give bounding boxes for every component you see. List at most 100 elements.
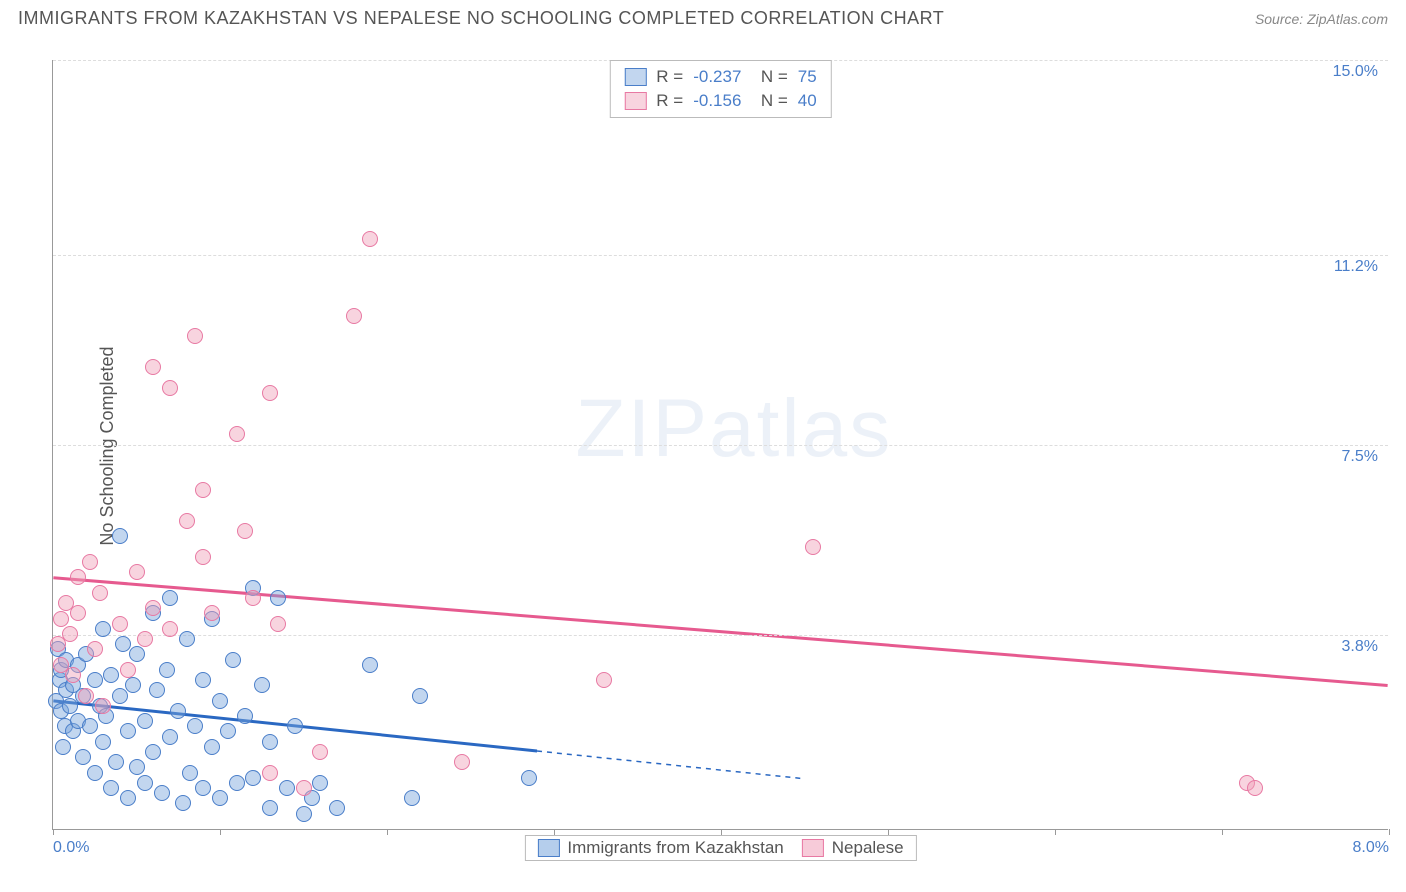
data-point [204, 605, 220, 621]
stat-value: -0.237 [693, 67, 741, 87]
data-point [70, 605, 86, 621]
data-point [454, 754, 470, 770]
legend-label: Immigrants from Kazakhstan [567, 838, 783, 858]
data-point [53, 611, 69, 627]
x-tick [53, 829, 54, 835]
data-point [87, 672, 103, 688]
data-point [212, 790, 228, 806]
x-tick [1222, 829, 1223, 835]
data-point [362, 231, 378, 247]
data-point [137, 713, 153, 729]
data-point [95, 698, 111, 714]
y-tick-label: 11.2% [1334, 258, 1378, 276]
data-point [287, 718, 303, 734]
x-tick [220, 829, 221, 835]
data-point [137, 631, 153, 647]
data-point [279, 780, 295, 796]
data-point [195, 780, 211, 796]
data-point [346, 308, 362, 324]
data-point [129, 646, 145, 662]
x-tick-label: 8.0% [1353, 839, 1389, 857]
data-point [229, 775, 245, 791]
data-point [195, 549, 211, 565]
stat-label: N = [751, 91, 787, 111]
data-point [95, 621, 111, 637]
stat-label: R = [656, 91, 683, 111]
data-point [412, 688, 428, 704]
data-point [65, 667, 81, 683]
data-point [112, 616, 128, 632]
legend-item: Immigrants from Kazakhstan [537, 838, 783, 858]
data-point [229, 426, 245, 442]
data-point [92, 585, 108, 601]
data-point [195, 672, 211, 688]
data-point [95, 734, 111, 750]
data-point [179, 631, 195, 647]
data-point [129, 759, 145, 775]
series-legend: Immigrants from Kazakhstan Nepalese [524, 835, 916, 861]
gridline [53, 255, 1388, 256]
data-point [145, 744, 161, 760]
data-point [55, 739, 71, 755]
data-point [125, 677, 141, 693]
data-point [195, 482, 211, 498]
data-point [82, 718, 98, 734]
source-label: Source: ZipAtlas.com [1255, 11, 1388, 27]
data-point [187, 328, 203, 344]
data-point [312, 744, 328, 760]
data-point [120, 790, 136, 806]
gridline [53, 635, 1388, 636]
data-point [82, 554, 98, 570]
data-point [175, 795, 191, 811]
data-point [182, 765, 198, 781]
data-point [120, 723, 136, 739]
data-point [262, 765, 278, 781]
series-swatch [624, 68, 646, 86]
stat-value: 40 [798, 91, 817, 111]
data-point [805, 539, 821, 555]
y-tick-label: 7.5% [1342, 448, 1378, 466]
data-point [159, 662, 175, 678]
data-point [220, 723, 236, 739]
data-point [245, 770, 261, 786]
data-point [254, 677, 270, 693]
data-point [312, 775, 328, 791]
x-tick [387, 829, 388, 835]
data-point [154, 785, 170, 801]
chart-header: IMMIGRANTS FROM KAZAKHSTAN VS NEPALESE N… [0, 0, 1406, 33]
stat-label: N = [751, 67, 787, 87]
data-point [262, 800, 278, 816]
chart-title: IMMIGRANTS FROM KAZAKHSTAN VS NEPALESE N… [18, 8, 944, 29]
data-point [362, 657, 378, 673]
gridline [53, 445, 1388, 446]
data-point [75, 749, 91, 765]
data-point [112, 528, 128, 544]
data-point [112, 688, 128, 704]
data-point [329, 800, 345, 816]
data-point [129, 564, 145, 580]
x-tick-label: 0.0% [53, 839, 89, 857]
stats-row: R =-0.237 N =75 [624, 65, 816, 89]
stat-value: 75 [798, 67, 817, 87]
data-point [212, 693, 228, 709]
data-point [296, 780, 312, 796]
data-point [70, 569, 86, 585]
data-point [262, 734, 278, 750]
data-point [62, 626, 78, 642]
data-point [103, 780, 119, 796]
data-point [270, 616, 286, 632]
data-point [162, 380, 178, 396]
series-swatch [537, 839, 559, 857]
data-point [149, 682, 165, 698]
data-point [87, 641, 103, 657]
data-point [179, 513, 195, 529]
data-point [187, 718, 203, 734]
data-point [262, 385, 278, 401]
data-point [145, 359, 161, 375]
data-point [237, 523, 253, 539]
data-point [87, 765, 103, 781]
legend-label: Nepalese [832, 838, 904, 858]
legend-item: Nepalese [802, 838, 904, 858]
data-point [108, 754, 124, 770]
data-point [162, 590, 178, 606]
